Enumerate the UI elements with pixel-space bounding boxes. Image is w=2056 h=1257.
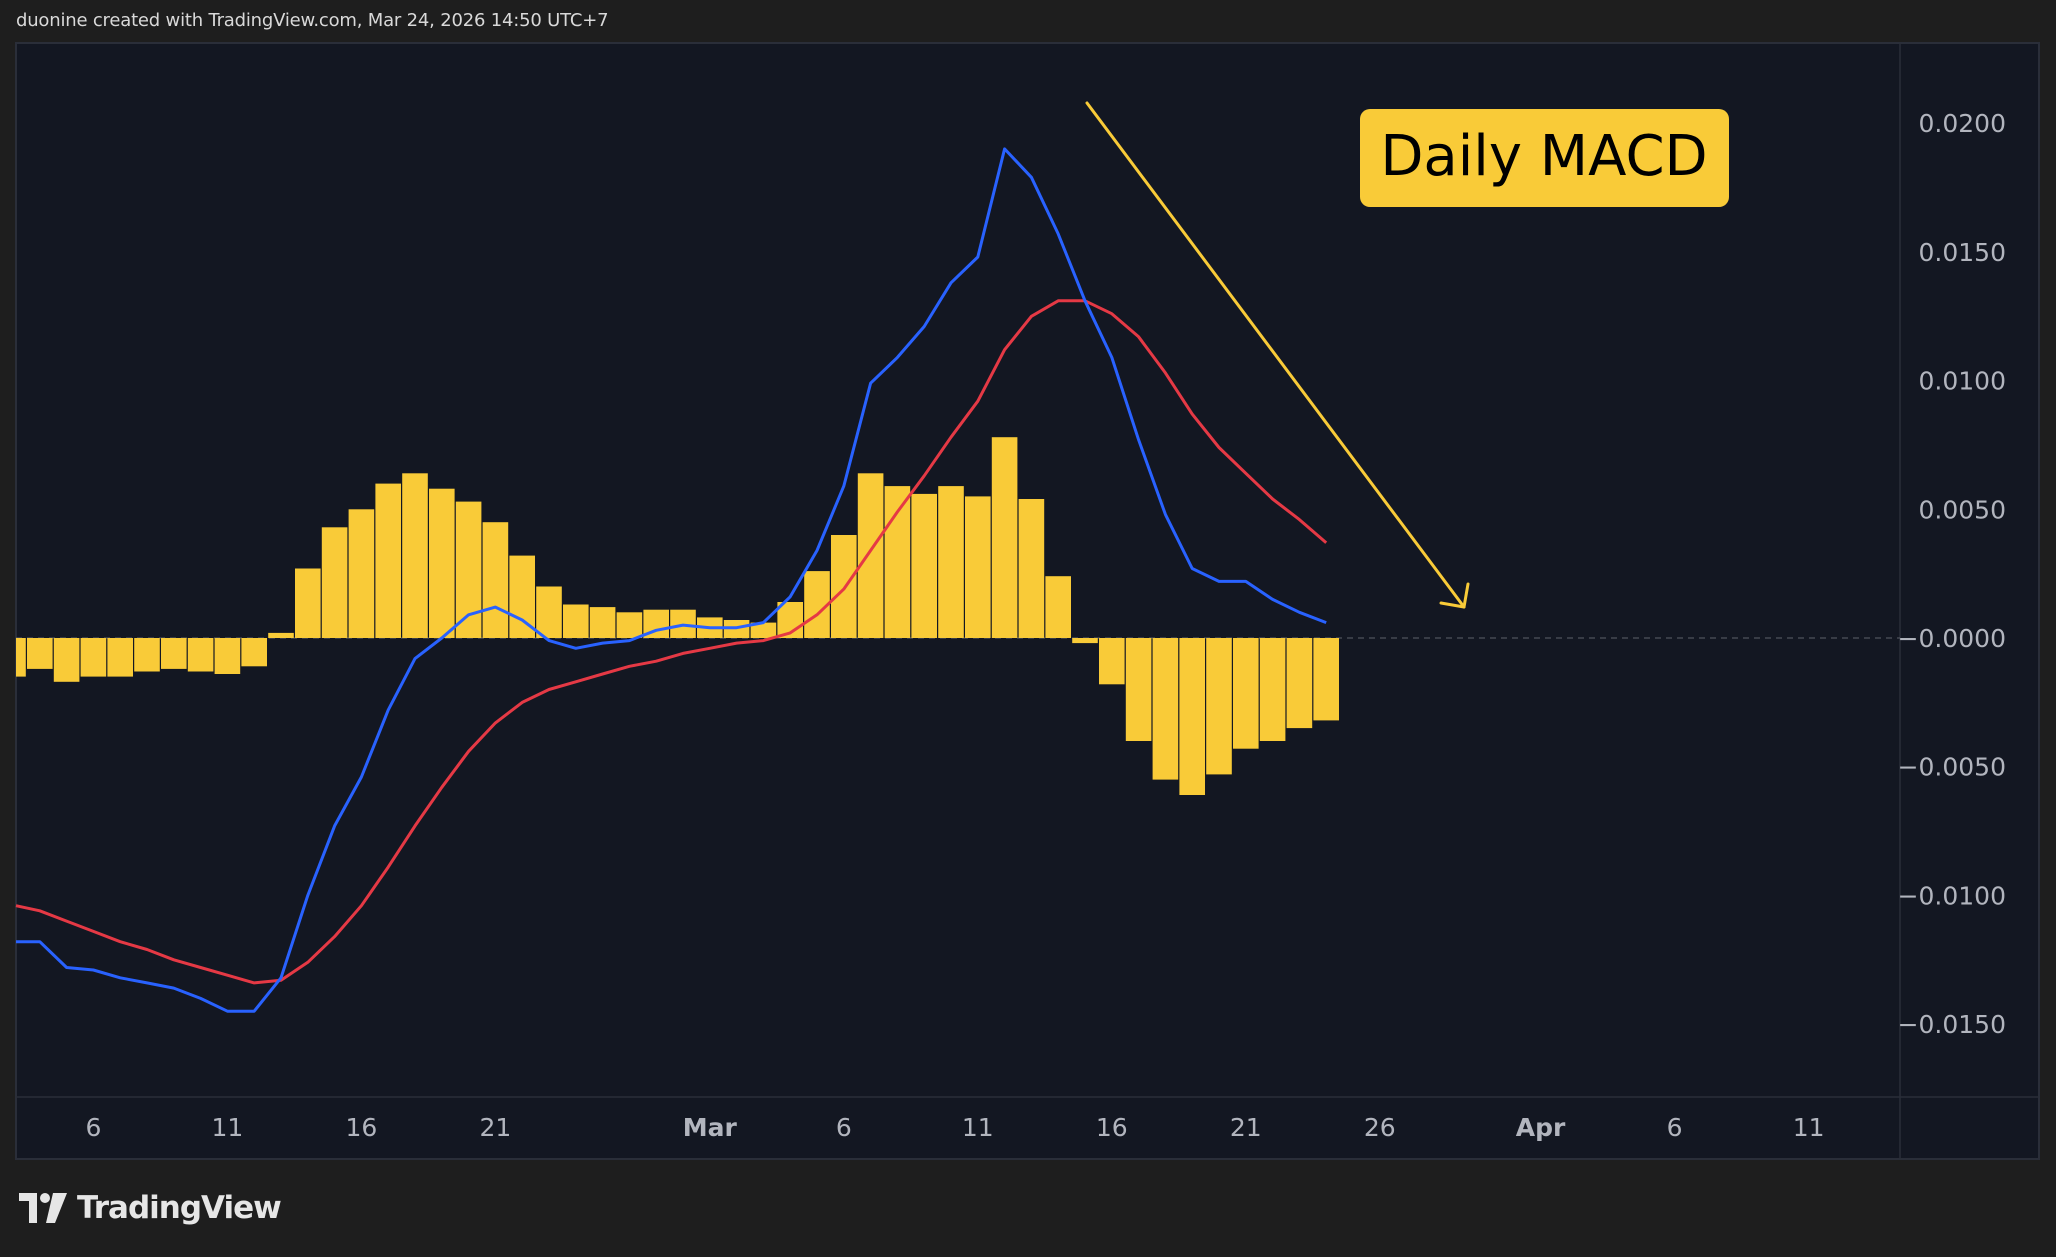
histogram-bar: [536, 586, 562, 638]
histogram-bar: [884, 486, 911, 638]
time-axis-label: 16: [1096, 1113, 1128, 1142]
histogram-bar: [348, 509, 375, 638]
histogram-bar: [402, 473, 428, 638]
histogram-bar: [107, 638, 133, 677]
daily-macd-label-text: Daily MACD: [1380, 124, 1707, 189]
histogram-bar: [482, 522, 509, 638]
tradingview-brand-text: TradingView: [77, 1190, 282, 1226]
time-axis[interactable]: 6 11 16 21 Mar 6 11 16 21 26 Apr 6 11: [85, 1113, 1824, 1142]
histogram-bar: [1259, 638, 1286, 741]
histogram-bar: [16, 638, 26, 677]
histogram-bar: [1286, 638, 1313, 729]
histogram-bar: [1179, 638, 1205, 795]
histogram-bar: [1018, 499, 1045, 638]
time-axis-label: 6: [85, 1113, 101, 1142]
histogram-bar: [161, 638, 187, 669]
time-axis-label: 26: [1364, 1113, 1396, 1142]
histogram-bar: [991, 437, 1018, 638]
histogram-bar: [27, 638, 53, 669]
histogram-bar: [321, 527, 348, 638]
time-axis-label: 6: [1667, 1113, 1683, 1142]
trend-arrow-icon[interactable]: [1085, 101, 1470, 609]
time-axis-label: 11: [211, 1113, 243, 1142]
histogram-bar: [1233, 638, 1259, 749]
histogram-bar: [750, 622, 777, 638]
histogram-bars: [16, 437, 1339, 795]
price-axis[interactable]: 0.0200 0.0150 0.0100 0.0050 −0.0000 −0.0050 −0…: [1898, 109, 2006, 1039]
time-axis-label: Mar: [683, 1113, 738, 1142]
histogram-bar: [1072, 638, 1098, 644]
histogram-bar: [214, 638, 241, 674]
histogram-bar: [911, 493, 937, 638]
time-axis-label: 21: [479, 1113, 511, 1142]
histogram-bar: [268, 632, 294, 638]
tradingview-logo-icon: [19, 1193, 67, 1223]
histogram-bar: [1206, 638, 1232, 775]
histogram-bar: [80, 638, 107, 677]
histogram-bar: [563, 604, 589, 638]
histogram-bar: [429, 488, 455, 638]
time-axis-label: 6: [836, 1113, 852, 1142]
tradingview-logo[interactable]: TradingView: [19, 1190, 282, 1226]
time-axis-label: 21: [1230, 1113, 1262, 1142]
histogram-bar: [965, 496, 991, 638]
histogram-bar: [134, 638, 160, 672]
histogram-bar: [1313, 638, 1339, 721]
time-axis-label: 11: [962, 1113, 994, 1142]
histogram-bar: [589, 607, 616, 638]
price-axis-label: −0.0100: [1898, 881, 2006, 910]
macd-line: [16, 147, 1327, 1013]
time-axis-label: 11: [1793, 1113, 1825, 1142]
histogram-bar: [455, 501, 482, 638]
histogram-bar: [938, 486, 964, 638]
histogram-bar: [1152, 638, 1179, 780]
time-axis-label: 16: [345, 1113, 377, 1142]
price-axis-label: 0.0050: [1919, 495, 2006, 524]
histogram-bar: [53, 638, 80, 682]
signal-line: [15, 299, 1328, 985]
daily-macd-label[interactable]: Daily MACD: [1360, 109, 1729, 207]
histogram-bar: [616, 612, 643, 638]
price-axis-label: 0.0200: [1919, 109, 2006, 138]
histogram-bar: [187, 638, 214, 672]
histogram-bar: [1045, 576, 1071, 638]
histogram-bar: [295, 568, 321, 638]
histogram-bar: [509, 555, 535, 638]
price-axis-label: −0.0150: [1898, 1010, 2006, 1039]
price-axis-label: 0.0150: [1919, 238, 2006, 267]
price-axis-label: 0.0100: [1919, 367, 2006, 396]
price-axis-label: −0.0000: [1898, 624, 2006, 653]
histogram-bar: [1099, 638, 1125, 685]
price-axis-label: −0.0050: [1898, 753, 2006, 782]
histogram-bar: [857, 473, 884, 638]
histogram-bar: [375, 483, 401, 638]
histogram-bar: [241, 638, 267, 667]
time-axis-label: Apr: [1516, 1113, 1566, 1142]
chart-caption: duonine created with TradingView.com, Ma…: [16, 10, 609, 31]
histogram-bar: [1125, 638, 1152, 741]
